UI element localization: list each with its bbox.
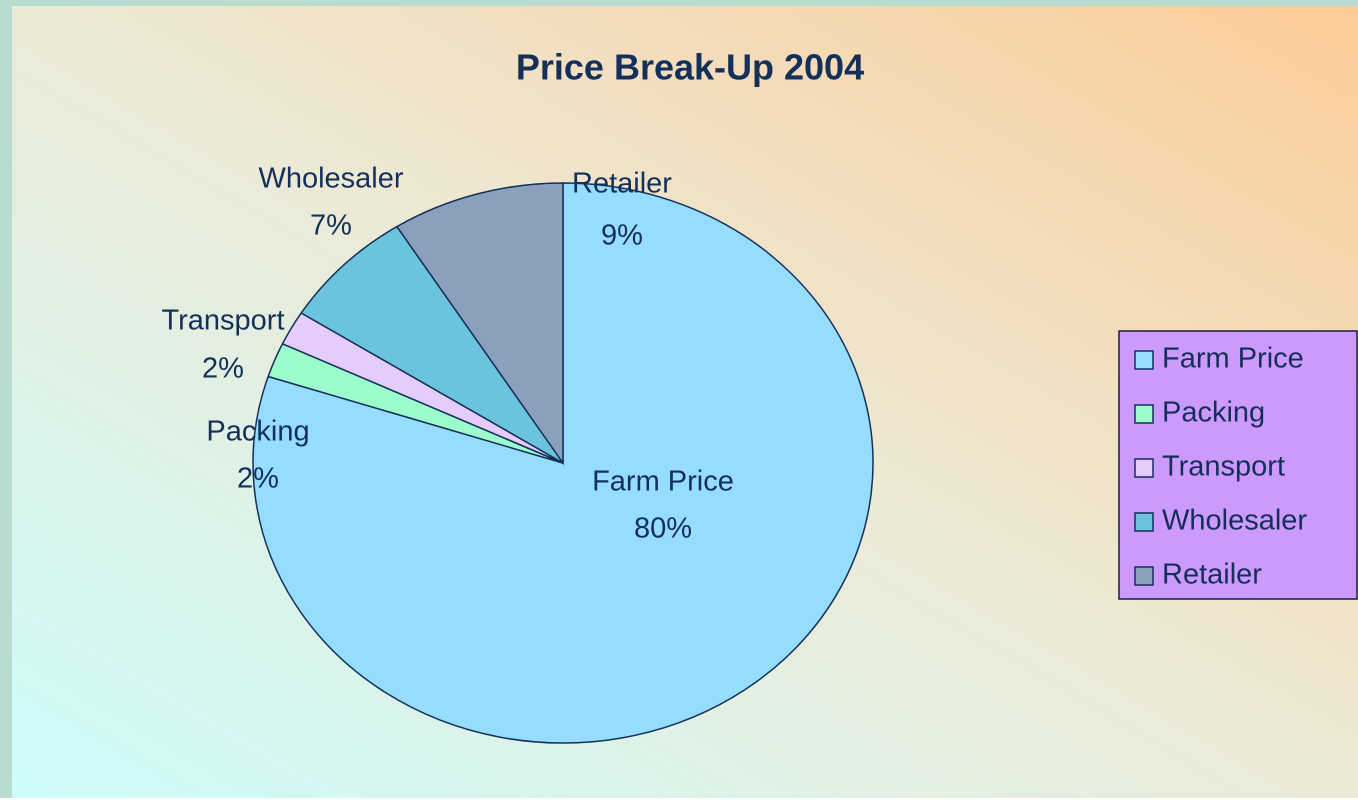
slice-label: Retailer <box>572 168 672 200</box>
slice-label: Farm Price <box>592 466 734 498</box>
slice-value-label: 2% <box>202 353 244 385</box>
slice-label: Wholesaler <box>258 163 403 195</box>
legend-swatch <box>1134 512 1154 532</box>
legend-label: Wholesaler <box>1162 505 1307 537</box>
legend <box>1118 330 1358 600</box>
legend-label: Retailer <box>1162 559 1262 591</box>
slice-label: Packing <box>206 416 309 448</box>
slice-value-label: 7% <box>310 210 352 242</box>
pie-slice <box>300 225 564 464</box>
legend-swatch <box>1134 566 1154 586</box>
legend-swatch <box>1134 350 1154 370</box>
slice-value-label: 2% <box>237 463 279 495</box>
slice-label: Transport <box>161 305 284 337</box>
legend-swatch <box>1134 458 1154 478</box>
legend-label: Packing <box>1162 397 1265 429</box>
legend-swatch <box>1134 404 1154 424</box>
slice-value-label: 80% <box>634 513 692 545</box>
slice-value-label: 9% <box>601 220 643 252</box>
chart-title: Price Break-Up 2004 <box>516 47 864 88</box>
legend-label: Farm Price <box>1162 343 1304 375</box>
legend-label: Transport <box>1162 451 1285 483</box>
pie-slice <box>395 182 564 466</box>
